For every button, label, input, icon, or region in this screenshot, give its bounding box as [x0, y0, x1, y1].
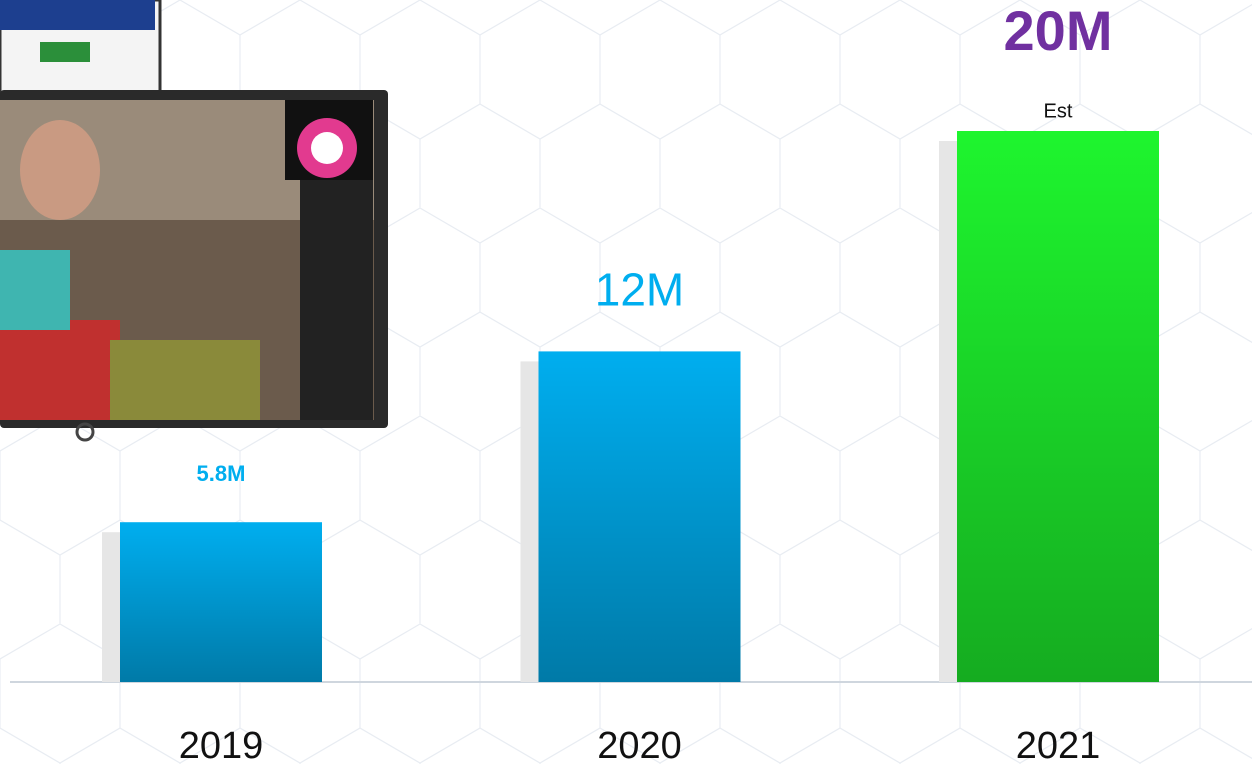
bar-shade	[538, 351, 741, 682]
value-label: 12M	[595, 264, 684, 316]
annotation: Est	[1044, 100, 1073, 122]
bar-shadow	[520, 361, 539, 682]
x-tick-label: 2019	[179, 725, 264, 764]
bar-shadow	[102, 532, 120, 682]
tv-picture	[0, 0, 388, 442]
bar-shadow	[939, 141, 957, 682]
x-tick-label: 2021	[1016, 725, 1101, 764]
value-label: 20M	[1004, 0, 1113, 62]
x-tick-label: 2020	[597, 725, 682, 764]
bar-shade	[120, 522, 322, 682]
bar-shade	[957, 131, 1159, 682]
value-label: 5.8M	[197, 461, 246, 486]
